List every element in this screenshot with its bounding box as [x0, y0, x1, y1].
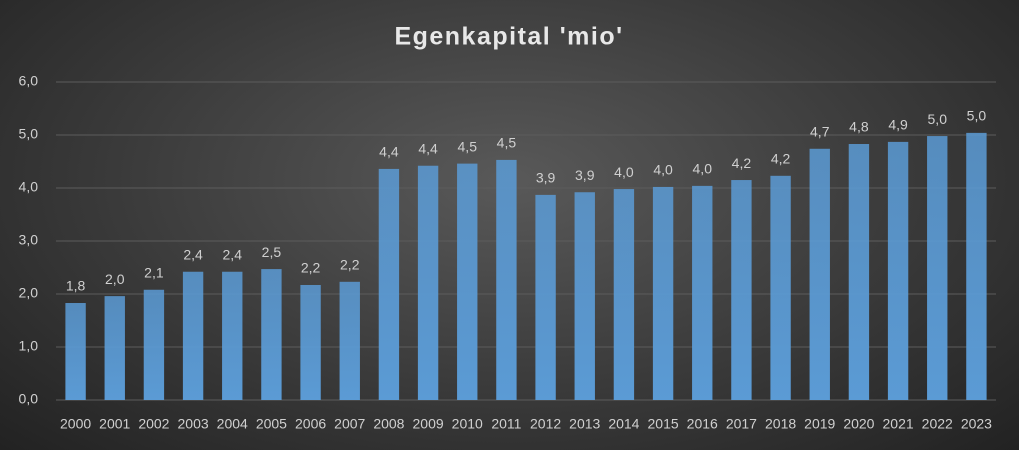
x-tick-label: 2010 [452, 416, 483, 432]
bar [143, 289, 165, 400]
x-tick-label: 2004 [217, 416, 248, 432]
x-tick-label: 2020 [843, 416, 874, 432]
bar [574, 192, 595, 400]
bar [378, 168, 400, 400]
y-tick-label: 4,0 [19, 179, 39, 195]
value-label: 3,9 [536, 170, 556, 186]
y-tick-label: 5,0 [19, 126, 39, 142]
bar [613, 189, 635, 400]
value-label: 2,2 [301, 260, 321, 276]
value-label: 2,0 [105, 271, 125, 287]
value-label: 2,1 [144, 264, 164, 280]
bar [535, 194, 556, 400]
x-tick-label: 2006 [295, 416, 326, 432]
bar [300, 284, 321, 400]
x-tick-label: 2016 [687, 416, 718, 432]
value-label: 4,4 [379, 144, 399, 160]
value-label: 4,2 [732, 155, 752, 171]
bar [104, 296, 125, 400]
x-tick-label: 2012 [530, 416, 561, 432]
y-tick-label: 1,0 [19, 338, 39, 354]
x-tick-label: 2019 [804, 416, 835, 432]
x-tick-label: 2007 [334, 416, 365, 432]
value-label: 4,0 [653, 162, 673, 178]
bar [652, 186, 674, 400]
x-tick-label: 2000 [60, 416, 91, 432]
bar [182, 271, 204, 400]
value-label: 3,9 [575, 167, 595, 183]
bar [927, 136, 948, 400]
bar [848, 144, 870, 400]
bar [339, 281, 360, 400]
y-tick-label: 6,0 [19, 73, 39, 89]
bar [692, 185, 713, 400]
x-tick-label: 2001 [99, 416, 130, 432]
value-label: 2,5 [262, 244, 282, 260]
x-tick-label: 2003 [178, 416, 209, 432]
y-tick-label: 0,0 [19, 391, 39, 407]
x-tick-label: 2018 [765, 416, 796, 432]
bar [887, 141, 909, 400]
value-label: 4,4 [418, 140, 438, 156]
bar [261, 269, 282, 400]
value-label: 4,8 [849, 119, 869, 135]
value-label: 5,0 [967, 108, 987, 124]
value-label: 4,5 [458, 138, 478, 154]
value-label: 4,5 [497, 135, 517, 151]
bar [809, 148, 830, 400]
x-tick-label: 2009 [413, 416, 444, 432]
x-tick-label: 2013 [569, 416, 600, 432]
x-tick-label: 2023 [961, 416, 992, 432]
value-label: 5,0 [928, 111, 948, 127]
y-tick-label: 2,0 [19, 285, 39, 301]
bar [731, 180, 752, 400]
chart-title: Egenkapital 'mio' [394, 23, 623, 51]
value-label: 4,7 [810, 123, 830, 139]
bar [457, 163, 478, 400]
value-label: 4,9 [888, 117, 908, 133]
x-tick-label: 2014 [608, 416, 639, 432]
bar [222, 271, 243, 400]
y-tick-label: 3,0 [19, 232, 39, 248]
x-tick-label: 2008 [373, 416, 404, 432]
bar [65, 303, 86, 400]
x-tick-label: 2002 [138, 416, 169, 432]
x-tick-label: 2005 [256, 416, 287, 432]
value-label: 2,2 [340, 257, 360, 273]
bar [496, 159, 517, 400]
bar [966, 132, 987, 400]
x-tick-label: 2017 [726, 416, 757, 432]
x-tick-label: 2022 [922, 416, 953, 432]
x-tick-label: 2011 [491, 416, 521, 432]
bar [770, 175, 791, 400]
value-label: 4,0 [614, 164, 634, 180]
value-label: 2,4 [183, 246, 203, 262]
x-tick-label: 2021 [883, 416, 914, 432]
value-label: 2,4 [223, 246, 243, 262]
x-tick-label: 2015 [648, 416, 679, 432]
value-label: 1,8 [66, 278, 86, 294]
bar [417, 165, 439, 400]
value-label: 4,0 [693, 161, 713, 177]
value-label: 4,2 [771, 151, 791, 167]
